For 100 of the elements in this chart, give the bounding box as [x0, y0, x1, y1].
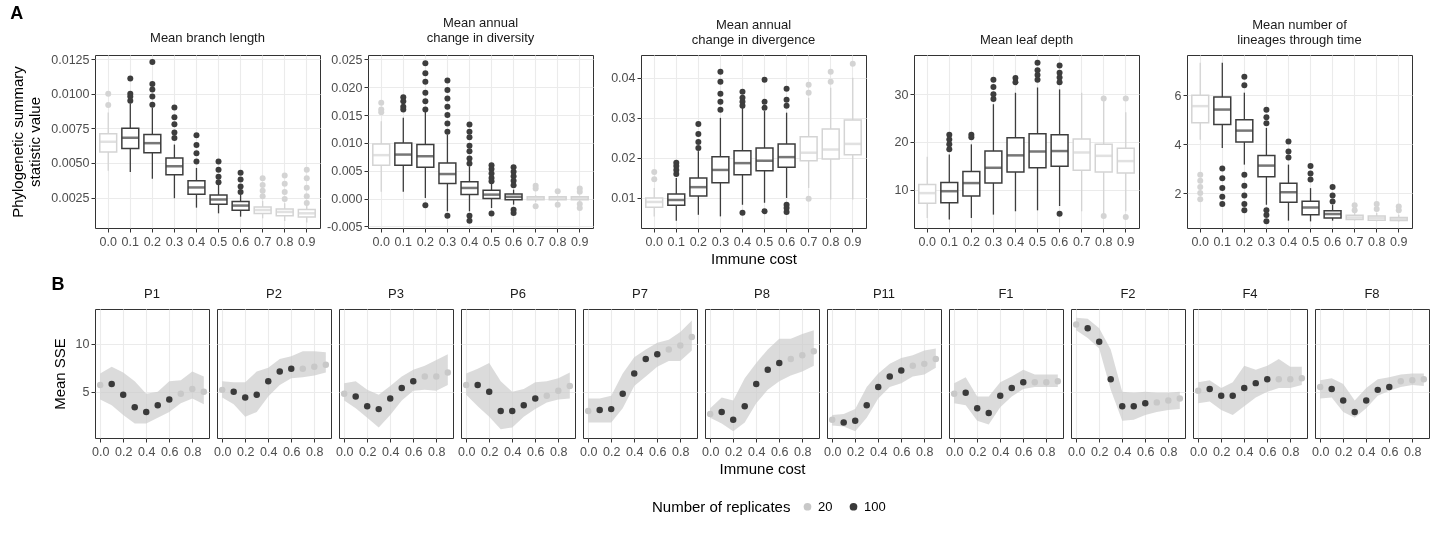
x-tick-label: 0.5	[482, 234, 501, 249]
x-tick-label: 0.8	[549, 234, 567, 249]
x-tick-label: 0.8	[428, 444, 446, 459]
x-tick-label: 0.0	[645, 234, 663, 249]
x-tick-label: 0.3	[984, 234, 1003, 249]
x-tick-label: 0.6	[893, 444, 911, 459]
x-tick-label: 0.4	[748, 444, 766, 459]
x-tick-label: 0.0	[372, 234, 390, 249]
x-tick-label: 0.2	[603, 444, 621, 459]
x-tick-label: 0.1	[394, 234, 413, 249]
x-tick-label: 0.4	[138, 444, 156, 459]
y-tick-label: 5	[82, 385, 90, 400]
text: A	[10, 2, 24, 23]
x-tick-label: 0.6	[161, 444, 179, 459]
chart-title: F1	[998, 286, 1014, 301]
y-tick-label: 0.0100	[51, 87, 90, 102]
chart-title: P1	[144, 286, 160, 301]
chart-title: P2	[266, 286, 282, 301]
y-tick-label: 0.0025	[51, 191, 90, 206]
legend-label: 100	[864, 498, 886, 514]
x-tick-label: 0.1	[1213, 234, 1232, 249]
x-tick-label: 0.6	[1050, 234, 1069, 249]
x-tick-label: 0.9	[1117, 234, 1135, 249]
chart-title: Mean branch length	[150, 30, 265, 46]
x-tick-label: 0.1	[667, 234, 686, 249]
x-tick-label: 0.6	[1259, 444, 1277, 459]
y-tick-label: -0.005	[327, 219, 363, 234]
x-tick-label: 0.8	[1095, 234, 1113, 249]
x-tick-label: 0.9	[844, 234, 862, 249]
x-tick-label: 0.2	[1091, 444, 1109, 459]
x-tick-label: 0.6	[1381, 444, 1399, 459]
x-tick-label: 0.6	[771, 444, 789, 459]
x-tick-label: 0.4	[1358, 444, 1376, 459]
x-tick-label: 0.0	[701, 444, 720, 459]
x-tick-label: 0.4	[1006, 234, 1025, 249]
x-tick-label: 0.4	[504, 444, 522, 459]
x-tick-label: 0.4	[870, 444, 888, 459]
x-tick-label: 0.2	[359, 444, 377, 459]
x-tick-label: 0.0	[918, 234, 936, 249]
y-tick-label: 10	[894, 183, 909, 198]
x-tick-label: 0.0	[945, 444, 964, 459]
chart-title: F2	[1120, 286, 1136, 301]
x-tick-label: 0.5	[1028, 234, 1047, 249]
y-tick-label: 0.0075	[51, 121, 90, 136]
x-tick-label: 0.7	[526, 234, 545, 249]
x-tick-label: 0.9	[1390, 234, 1408, 249]
x-tick-label: 0.6	[777, 234, 796, 249]
x-tick-label: 0.0	[823, 444, 842, 459]
x-tick-label: 0.4	[992, 444, 1010, 459]
x-tick-label: 0.6	[1015, 444, 1033, 459]
x-tick-label: 0.4	[460, 234, 479, 249]
x-tick-label: 0.0	[1311, 444, 1330, 459]
x-tick-label: 0.0	[99, 234, 117, 249]
x-tick-label: 0.2	[1213, 444, 1231, 459]
y-axis-title: Phylogenetic summary statistic value	[9, 65, 44, 218]
x-tick-label: 0.5	[209, 234, 228, 249]
y-tick-label: 20	[894, 135, 909, 150]
y-tick-label: 0.025	[331, 52, 363, 67]
x-tick-label: 0.4	[382, 444, 400, 459]
x-tick-label: 0.1	[121, 234, 140, 249]
x-tick-label: 0.8	[1160, 444, 1178, 459]
y-tick-label: 0.005	[331, 164, 363, 179]
y-tick-label: 2	[1174, 186, 1182, 201]
x-tick-label: 0.8	[276, 234, 294, 249]
y-tick-label: 0.0050	[51, 156, 90, 171]
y-tick-label: 4	[1174, 137, 1182, 152]
x-tick-label: 0.2	[416, 234, 435, 249]
x-tick-label: 0.0	[213, 444, 232, 459]
x-tick-label: 0.2	[143, 234, 162, 249]
x-tick-label: 0.4	[1236, 444, 1254, 459]
legend-title: Number of replicates	[652, 498, 791, 515]
x-tick-label: 0.2	[237, 444, 255, 459]
y-tick-label: 10	[75, 337, 90, 352]
x-tick-label: 0.7	[799, 234, 818, 249]
x-tick-label: 0.4	[260, 444, 278, 459]
y-tick-label: 0.000	[331, 192, 363, 207]
x-tick-label: 0.8	[822, 234, 840, 249]
chart-title: P6	[510, 286, 526, 301]
x-tick-label: 0.4	[626, 444, 644, 459]
x-tick-label: 0.7	[1345, 234, 1364, 249]
x-tick-label: 0.2	[115, 444, 133, 459]
y-axis-title: Mean SSE	[50, 338, 68, 410]
x-tick-label: 0.8	[672, 444, 690, 459]
y-tick-label: 0.010	[331, 136, 363, 151]
x-tick-label: 0.8	[916, 444, 934, 459]
x-tick-label: 0.8	[1404, 444, 1422, 459]
x-tick-label: 0.6	[405, 444, 423, 459]
x-tick-label: 0.8	[1038, 444, 1056, 459]
x-tick-label: 0.8	[1282, 444, 1300, 459]
x-tick-label: 0.8	[184, 444, 202, 459]
x-axis-title: Immune cost	[711, 250, 798, 267]
x-tick-label: 0.6	[527, 444, 545, 459]
x-tick-label: 0.5	[755, 234, 774, 249]
x-tick-label: 0.4	[1279, 234, 1298, 249]
y-tick-label: 0.0125	[51, 52, 90, 67]
x-tick-label: 0.6	[1323, 234, 1342, 249]
x-tick-label: 0.8	[306, 444, 324, 459]
x-tick-label: 0.0	[457, 444, 476, 459]
x-tick-label: 0.2	[847, 444, 865, 459]
x-tick-label: 0.0	[91, 444, 110, 459]
